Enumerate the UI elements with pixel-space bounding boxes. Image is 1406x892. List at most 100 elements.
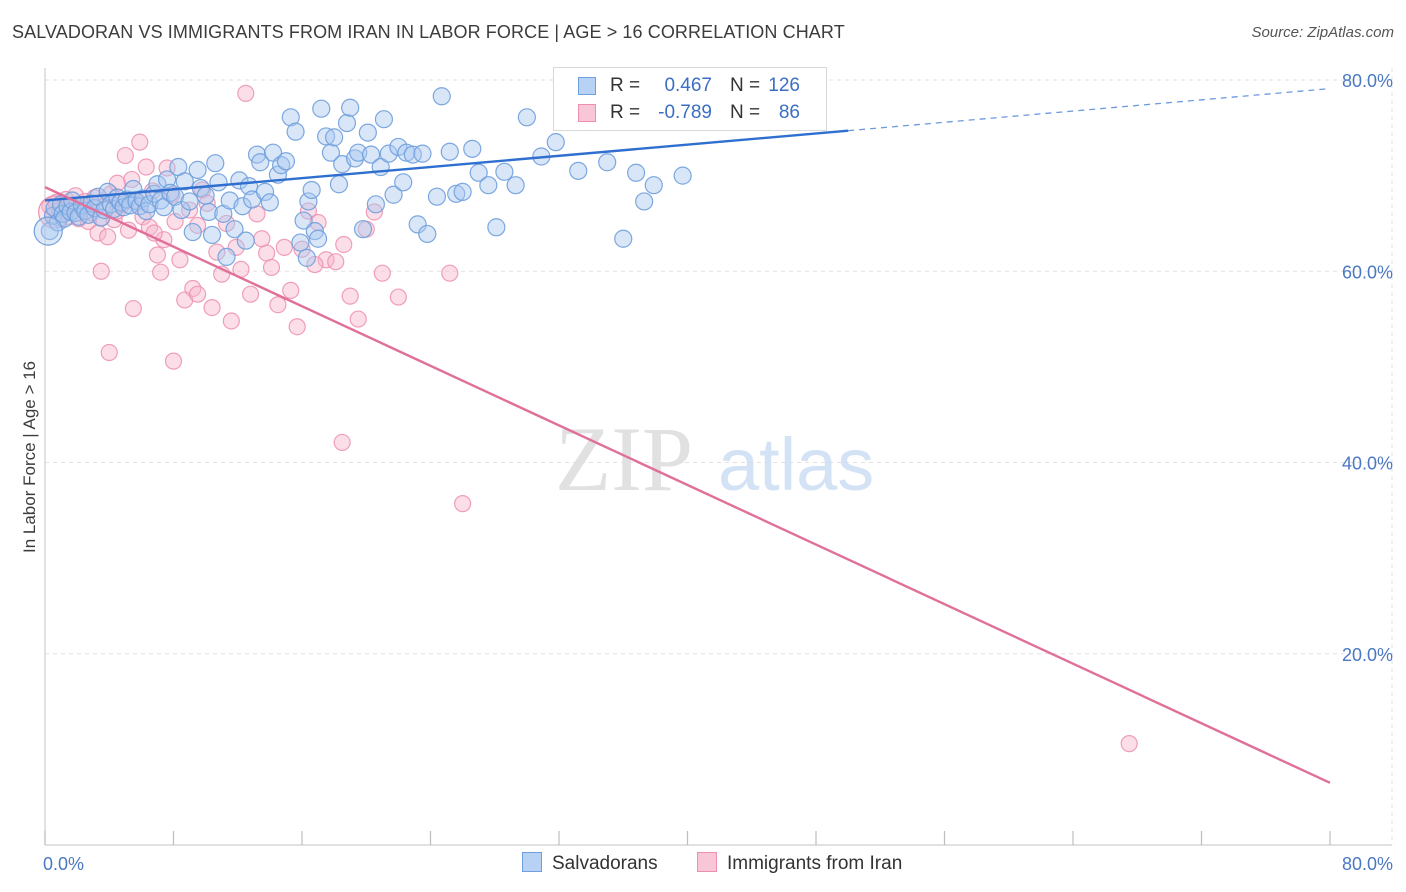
watermark-zip: ZIP <box>555 408 693 510</box>
point-salvadoran <box>644 176 663 195</box>
point-salvadoran <box>408 215 427 234</box>
trend-line-salvadorans <box>44 129 849 202</box>
point-salvadoran <box>217 247 236 267</box>
point-salvadoran <box>276 152 296 171</box>
point-salvadoran <box>294 211 313 230</box>
point-salvadoran <box>140 195 159 214</box>
point-salvadoran <box>379 144 398 163</box>
point-iran <box>222 312 240 330</box>
point-salvadoran <box>260 193 279 212</box>
chart-title: SALVADORAN VS IMMIGRANTS FROM IRAN IN LA… <box>12 22 845 42</box>
point-iran <box>92 262 110 280</box>
point-salvadoran <box>199 202 218 222</box>
point-salvadoran <box>286 122 305 141</box>
point-salvadoran <box>453 182 472 201</box>
point-iran <box>152 263 170 281</box>
legend-n-value: 86 <box>778 102 800 123</box>
point-iran <box>293 240 311 258</box>
point-iran <box>373 264 391 282</box>
point-iran <box>237 84 255 102</box>
point-iran <box>171 251 189 269</box>
point-iran <box>148 246 167 264</box>
point-iran <box>299 202 318 220</box>
point-iran <box>137 158 155 176</box>
point-iran <box>258 244 276 262</box>
point-salvadoran <box>225 220 244 239</box>
point-iran <box>275 238 293 256</box>
point-salvadoran <box>374 110 394 129</box>
point-salvadoran <box>673 166 692 185</box>
legend-r-label: R = <box>610 75 641 96</box>
legend-item-salvadorans: Salvadorans <box>522 852 658 875</box>
point-iran <box>188 285 207 303</box>
point-salvadoran <box>413 144 432 163</box>
point-iran <box>208 243 226 261</box>
chart-source: Source: ZipAtlas.com <box>1251 24 1394 41</box>
point-salvadoran <box>325 128 344 147</box>
legend-n-value: 126 <box>768 75 800 96</box>
point-salvadoran <box>361 145 381 164</box>
x-tick-label: 0.0% <box>43 854 84 874</box>
point-salvadoran <box>432 87 451 106</box>
trend-lines <box>44 87 1331 784</box>
legend-item-iran: Immigrants from Iran <box>697 852 902 875</box>
point-salvadoran <box>206 154 225 173</box>
trend-line-iran <box>44 186 1331 784</box>
point-salvadoran <box>635 192 654 211</box>
point-salvadoran <box>598 153 617 172</box>
point-salvadoran <box>418 224 437 244</box>
point-salvadoran <box>196 186 215 205</box>
point-iran <box>269 296 287 314</box>
point-salvadoran <box>308 229 328 248</box>
point-salvadoran <box>255 182 275 201</box>
tick-labels: 20.0% 40.0% 60.0% 80.0% 0.0% 80.0% <box>43 71 1393 874</box>
point-iran <box>454 495 472 513</box>
point-salvadoran <box>312 99 331 118</box>
point-salvadoran <box>297 248 316 267</box>
point-salvadoran <box>329 175 349 194</box>
legend-label-salvadorans: Salvadorans <box>552 853 658 874</box>
point-salvadoran <box>233 197 252 216</box>
point-salvadoran <box>188 160 207 179</box>
point-iran <box>166 212 184 231</box>
legend-r-value: 0.467 <box>664 75 712 96</box>
series-salvadorans-points <box>33 87 692 267</box>
point-iran <box>441 264 459 282</box>
point-iran <box>203 298 221 317</box>
point-salvadoran <box>366 195 385 214</box>
point-salvadoran <box>341 98 360 117</box>
point-salvadoran <box>384 185 403 204</box>
point-salvadoran <box>506 176 525 195</box>
legend-n-label: N = <box>730 102 761 123</box>
point-salvadoran <box>469 163 488 182</box>
point-salvadoran <box>463 139 482 158</box>
point-iran <box>389 288 407 306</box>
x-tick-label: 80.0% <box>1342 854 1393 874</box>
point-iran <box>116 146 134 165</box>
point-salvadoran <box>626 163 646 182</box>
point-salvadoran <box>394 173 413 192</box>
point-salvadoran <box>299 192 318 211</box>
legend-swatch-pink <box>578 104 596 122</box>
point-salvadoran <box>183 222 202 242</box>
point-salvadoran <box>291 233 310 252</box>
point-iran <box>131 133 149 151</box>
point-iran <box>341 287 359 305</box>
point-salvadoran <box>321 143 341 162</box>
point-iran <box>262 258 281 277</box>
point-iran <box>282 281 300 299</box>
grid-lines <box>45 68 1393 845</box>
point-salvadoran <box>302 180 321 200</box>
point-salvadoran <box>487 218 506 237</box>
legend-row-iran: R = -0.789 N = 86 <box>554 100 826 126</box>
point-iran <box>327 253 345 271</box>
point-iran <box>333 433 351 452</box>
point-salvadoran <box>546 133 565 152</box>
legend-row-salvadorans: R = 0.467 N = 126 <box>554 73 826 99</box>
point-salvadoran <box>614 229 633 248</box>
point-iran <box>100 343 118 362</box>
y-tick-label: 40.0% <box>1342 454 1393 474</box>
legend-swatch-pink <box>697 852 717 872</box>
point-salvadoran <box>358 123 377 142</box>
